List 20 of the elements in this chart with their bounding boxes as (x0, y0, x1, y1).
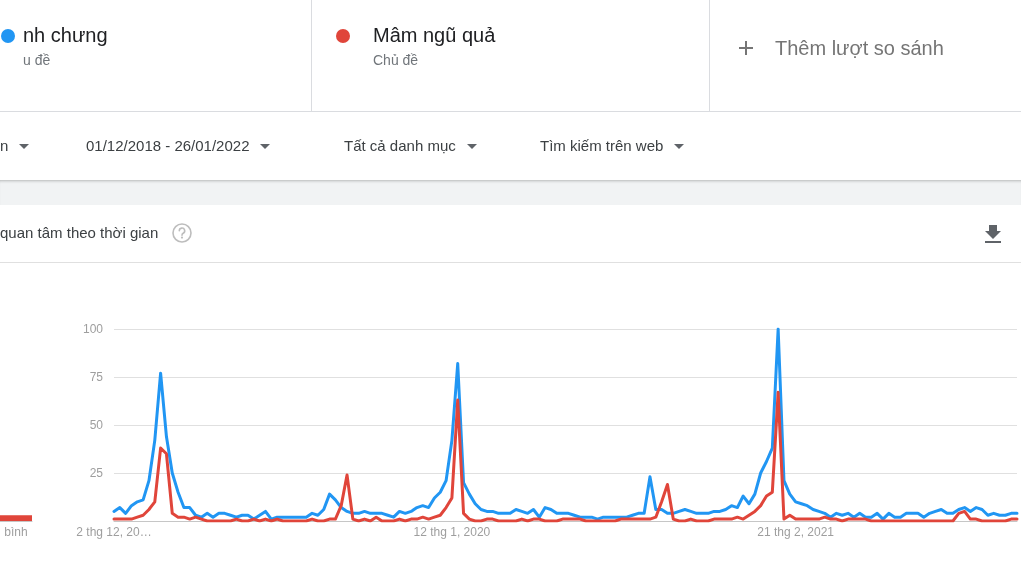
text: 01/12/2018 - 26/01/2022 (86, 137, 250, 155)
text: u đề (23, 51, 51, 69)
y-tick-label: 25 (89, 466, 104, 480)
x-tick-label: 12 thg 1, 2020 (413, 525, 491, 539)
text: Tìm kiếm trên web (540, 137, 664, 155)
legend-label: nh chưng (23, 23, 108, 47)
y-tick-label: 75 (89, 370, 104, 384)
chart-title: quan tâm theo thời gian (0, 224, 159, 242)
line-series (112, 327, 1019, 521)
text: n (0, 137, 9, 155)
line-series (112, 390, 1019, 523)
x-tick-label: bình (4, 525, 28, 539)
text: Thêm lượt so sánh (775, 36, 944, 60)
x-tick-label: 21 thg 2, 2021 (757, 525, 835, 539)
text: Chủ đề (373, 51, 419, 69)
y-tick-label: 50 (89, 418, 104, 432)
x-tick-label: 2 thg 12, 20… (76, 525, 152, 539)
y-tick-label: 100 (82, 322, 104, 336)
legend-label: Mâm ngũ quả (373, 23, 496, 47)
text: Tất cả danh mục (344, 137, 456, 155)
